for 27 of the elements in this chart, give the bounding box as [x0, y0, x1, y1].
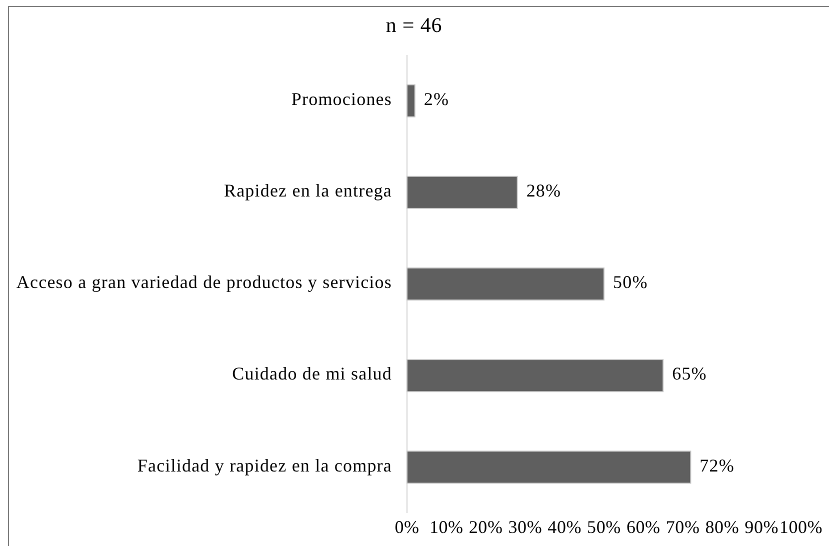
- x-tick-label: 80%: [705, 517, 740, 538]
- x-tick-label: 10%: [429, 517, 464, 538]
- bar: [406, 450, 692, 484]
- bar: [406, 359, 664, 392]
- x-tick-label: 60%: [626, 517, 660, 538]
- x-tick-label: 70%: [666, 517, 700, 538]
- bar: [406, 84, 416, 118]
- bar: [406, 267, 604, 301]
- x-tick-label: 100%: [779, 517, 823, 538]
- data-label: 50%: [613, 272, 648, 292]
- x-tick-label: 90%: [744, 517, 779, 538]
- data-label: 65%: [672, 364, 707, 384]
- data-label: 72%: [700, 455, 734, 476]
- x-tick-label: 30%: [508, 517, 542, 538]
- y-tick-label: Rapidez en la entrega: [224, 180, 392, 201]
- x-tick-label: 50%: [587, 517, 621, 538]
- chart-title: n = 46: [386, 12, 442, 37]
- y-tick-label: Acceso a gran variedad de productos y servicios: [16, 272, 392, 292]
- y-tick-label: Promociones: [291, 88, 392, 109]
- data-label: 28%: [526, 180, 562, 201]
- y-tick-label: Cuidado de mi salud: [232, 364, 392, 384]
- x-tick-label: 20%: [468, 517, 503, 538]
- y-tick-label: Facilidad y rapidez en la compra: [137, 455, 392, 476]
- x-tick-label: 0%: [394, 517, 420, 538]
- data-label: 2%: [424, 88, 450, 109]
- x-tick-label: 40%: [548, 517, 582, 538]
- bar: [406, 176, 518, 209]
